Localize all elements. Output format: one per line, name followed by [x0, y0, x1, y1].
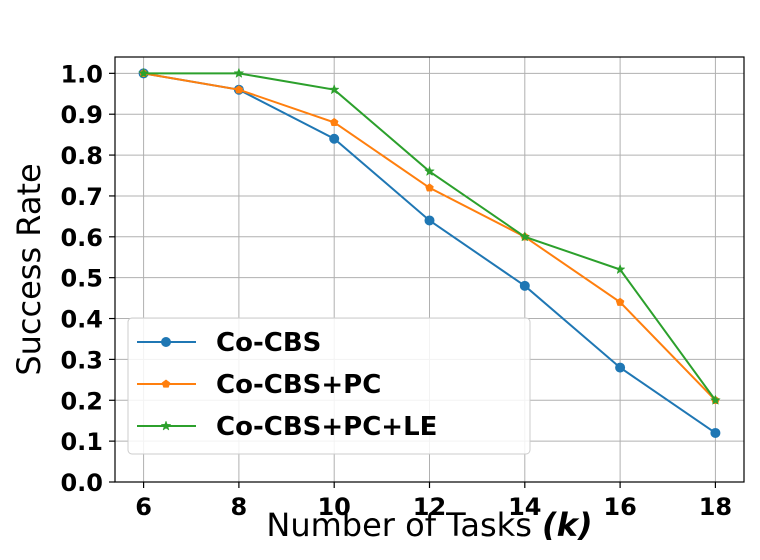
- data-point-co-cbs-pc-le: [614, 263, 626, 275]
- y-tick-label: 0.0: [60, 469, 103, 497]
- y-tick-label: 0.5: [60, 265, 103, 293]
- data-point-co-cbs-pc-le: [709, 394, 721, 405]
- data-point-co-cbs-pc-le: [519, 231, 531, 242]
- legend-swatch-marker: [161, 337, 171, 347]
- x-tick-label: 16: [603, 493, 636, 521]
- x-axis-title-variable: (k): [542, 506, 593, 544]
- legend-label: Co-CBS+PC+LE: [216, 412, 437, 442]
- y-tick-label: 1.0: [60, 60, 103, 88]
- y-axis-title: Success Rate: [10, 163, 48, 375]
- data-point-co-cbs: [615, 362, 626, 373]
- legend-swatch-marker: [160, 420, 172, 431]
- x-tick-label: 8: [231, 493, 248, 521]
- series-co-cbs-pc-le: [138, 67, 721, 405]
- x-axis-ticks: 6 8 10 12 14 16 18: [135, 482, 732, 521]
- data-point-co-cbs-pc: [615, 297, 625, 306]
- data-point-co-cbs-pc: [425, 183, 434, 192]
- x-tick-label: 12: [413, 493, 446, 521]
- data-point-co-cbs-pc-le: [424, 165, 435, 177]
- data-point-co-cbs: [329, 133, 340, 144]
- legend-box: [127, 317, 531, 455]
- legend-item-co-cbs: Co-CBS: [137, 328, 321, 358]
- y-tick-label: 0.1: [60, 428, 103, 456]
- y-axis-ticks: 0.0 0.1 0.2 0.3 0.4 0.5 0.6 0.7 0.8 0.9 1.0: [60, 60, 115, 497]
- legend-item-co-cbs-pc-le: Co-CBS+PC+LE: [137, 412, 437, 442]
- x-axis-title-main: Number of Tasks: [266, 506, 542, 544]
- y-tick-label: 0.8: [60, 142, 103, 170]
- x-tick-label: 10: [317, 493, 350, 521]
- legend-swatch-marker: [161, 379, 171, 388]
- y-tick-label: 0.3: [60, 346, 103, 374]
- data-point-co-cbs-pc-le: [138, 67, 150, 78]
- x-axis-title: Number of Tasks (k): [266, 506, 592, 544]
- data-point-co-cbs: [710, 427, 721, 438]
- data-point-co-cbs: [424, 215, 435, 226]
- y-tick-label: 0.6: [60, 224, 103, 252]
- y-tick-label: 0.9: [60, 101, 103, 129]
- x-tick-label: 6: [135, 493, 152, 521]
- y-tick-label: 0.2: [60, 387, 103, 415]
- series-group: [138, 67, 721, 438]
- data-point-co-cbs-pc-le: [328, 83, 340, 95]
- legend-item-co-cbs-pc: Co-CBS+PC: [137, 370, 381, 400]
- data-point-co-cbs-pc-le: [233, 67, 245, 78]
- data-point-co-cbs-pc: [234, 85, 244, 94]
- data-point-co-cbs-pc: [329, 117, 339, 127]
- x-tick-label: 14: [508, 493, 541, 521]
- legend-label: Co-CBS+PC: [216, 370, 381, 400]
- legend: Co-CBS Co-CBS+PC Co-CBS+PC+LE: [127, 317, 531, 455]
- x-tick-label: 18: [699, 493, 732, 521]
- y-tick-label: 0.4: [60, 306, 103, 334]
- data-point-co-cbs: [519, 280, 530, 291]
- legend-label: Co-CBS: [216, 328, 321, 358]
- y-tick-label: 0.7: [60, 183, 103, 211]
